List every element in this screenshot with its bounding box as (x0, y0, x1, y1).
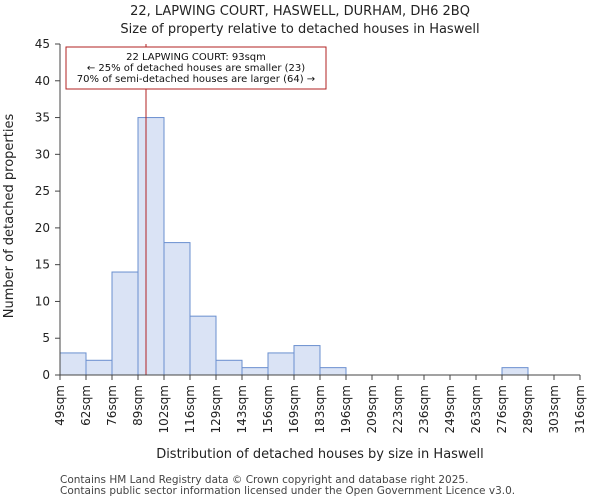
y-tick-label: 10 (35, 294, 50, 308)
histogram-bar (111, 271, 139, 376)
x-tick-label: 102sqm (157, 385, 171, 433)
y-ticks-group: 0 5 10 15 20 25 30 35 40 45 (35, 37, 60, 382)
x-tick-label: 263sqm (469, 385, 483, 433)
x-tick-label: 196sqm (339, 385, 353, 433)
x-tick-label: 223sqm (391, 385, 405, 433)
x-tick-label: 303sqm (547, 385, 561, 433)
x-tick-label: 236sqm (417, 385, 431, 433)
y-tick-label: 15 (35, 258, 50, 272)
x-tick-label: 76sqm (105, 385, 119, 426)
y-tick-label: 0 (42, 368, 50, 382)
x-tick-label: 209sqm (365, 385, 379, 433)
footer-line-2: Contains public sector information licen… (60, 485, 515, 497)
x-tick-label: 49sqm (53, 385, 67, 426)
annotation-line-3: 70% of semi-detached houses are larger (… (77, 74, 315, 85)
x-tick-label: 289sqm (521, 385, 535, 433)
x-tick-label: 276sqm (495, 385, 509, 433)
histogram-bar (137, 117, 165, 376)
annotation-line-1: 22 LAPWING COURT: 93sqm (126, 52, 266, 63)
histogram-bar (215, 359, 243, 376)
x-ticks-group: 49sqm 62sqm 76sqm 89sqm 102sqm 116sqm 129sqm 14… (53, 375, 587, 433)
annotation-box-border (65, 46, 327, 90)
x-axis-label: Distribution of detached houses by size … (156, 447, 484, 462)
y-tick-label: 30 (35, 147, 50, 161)
bars-group (59, 117, 529, 376)
chart-title: 22, LAPWING COURT, HASWELL, DURHAM, DH6 … (130, 4, 470, 19)
histogram-bar (319, 367, 347, 376)
annotation-line-2: ← 25% of detached houses are smaller (23… (87, 63, 305, 74)
x-tick-label: 169sqm (287, 385, 301, 433)
y-axis-label: Number of detached properties (2, 114, 17, 319)
x-tick-label: 156sqm (261, 385, 275, 433)
histogram-bar (241, 367, 269, 376)
histogram-bar (501, 367, 529, 376)
x-tick-label: 143sqm (235, 385, 249, 433)
x-tick-label: 62sqm (79, 385, 93, 426)
annotation-box: 22 LAPWING COURT: 93sqm ← 25% of detache… (65, 46, 327, 90)
x-tick-label: 249sqm (443, 385, 457, 433)
y-tick-label: 25 (35, 184, 50, 198)
histogram-bar (189, 315, 217, 376)
y-tick-label: 45 (35, 37, 50, 51)
footer-line-1: Contains HM Land Registry data © Crown c… (60, 474, 468, 486)
histogram-bar (293, 345, 321, 376)
histogram-bar (59, 352, 87, 376)
x-tick-label: 183sqm (313, 385, 327, 433)
y-tick-label: 5 (42, 331, 50, 345)
histogram-bar (267, 352, 295, 376)
histogram-bar (85, 359, 113, 376)
y-tick-label: 20 (35, 221, 50, 235)
chart-subtitle: Size of property relative to detached ho… (120, 22, 479, 37)
histogram-bar (163, 242, 191, 376)
x-tick-label: 129sqm (209, 385, 223, 433)
x-tick-label: 316sqm (573, 385, 587, 433)
x-tick-label: 116sqm (183, 385, 197, 433)
y-tick-label: 40 (35, 74, 50, 88)
x-tick-label: 89sqm (131, 385, 145, 426)
y-tick-label: 35 (35, 111, 50, 125)
